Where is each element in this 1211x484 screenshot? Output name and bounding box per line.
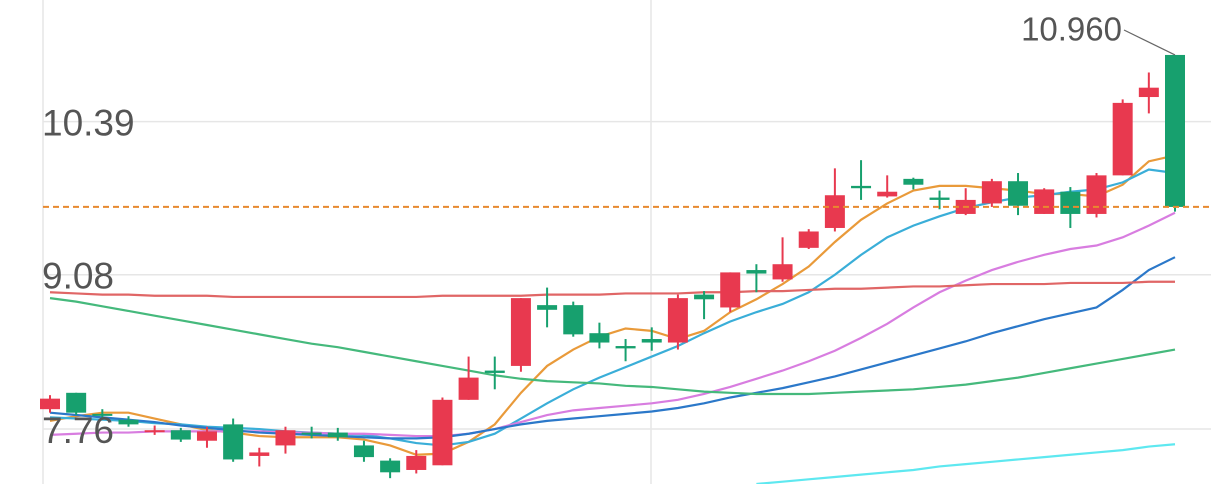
candle-body (458, 377, 479, 400)
y-tick-label: 7.76 (42, 410, 114, 451)
annotation-label: 10.960 (1021, 11, 1122, 48)
candle-body (249, 452, 270, 456)
candle-body (92, 413, 113, 416)
candle-body (66, 392, 87, 413)
candle-body (641, 339, 662, 343)
candle-body (223, 424, 244, 460)
candle-body (1086, 175, 1107, 214)
candle-body (851, 185, 872, 189)
y-tick-label: 10.39 (42, 102, 135, 143)
moving-average-line (756, 443, 1176, 484)
annotation-leader (1123, 29, 1176, 56)
candle-body (1165, 54, 1185, 207)
candle-body (563, 305, 584, 335)
candle-body (929, 197, 950, 200)
candle-body (144, 430, 165, 433)
candle-body (667, 298, 688, 343)
candle-body (1112, 102, 1133, 176)
candle-body (615, 346, 636, 349)
candle-body (327, 432, 348, 438)
moving-average-line (49, 280, 1175, 299)
moving-average-line (49, 168, 1176, 447)
candles (40, 54, 1185, 479)
candle-body (981, 181, 1002, 204)
grid (43, 120, 1211, 430)
candle-body (484, 370, 505, 373)
candle-body (798, 231, 819, 248)
candle-body (1034, 189, 1055, 214)
candle-body (301, 432, 322, 435)
candle-body (1138, 87, 1159, 98)
candle-body (1060, 191, 1081, 214)
candle-body (589, 333, 610, 343)
moving-averages (49, 154, 1176, 484)
candle-body (537, 305, 558, 310)
candle-body (720, 272, 741, 308)
candle-body (118, 419, 139, 425)
candle-body (903, 178, 924, 185)
candle-body (824, 195, 845, 228)
candle-body (275, 430, 296, 446)
candle-body (1008, 181, 1029, 206)
candle-body (40, 398, 60, 410)
moving-average-line (49, 211, 1176, 438)
candle-body (353, 445, 374, 458)
candle-body (196, 431, 217, 441)
candle-body (170, 430, 191, 440)
candle-body (772, 264, 793, 280)
candle-body (510, 298, 531, 366)
candle-body (380, 460, 401, 473)
candle-body (694, 294, 715, 300)
candle-body (406, 455, 427, 470)
candle-body (432, 399, 453, 466)
candle-body (746, 270, 767, 274)
candle-body (877, 191, 898, 197)
moving-average-line (49, 297, 1176, 396)
y-tick-label: 9.08 (42, 256, 114, 297)
